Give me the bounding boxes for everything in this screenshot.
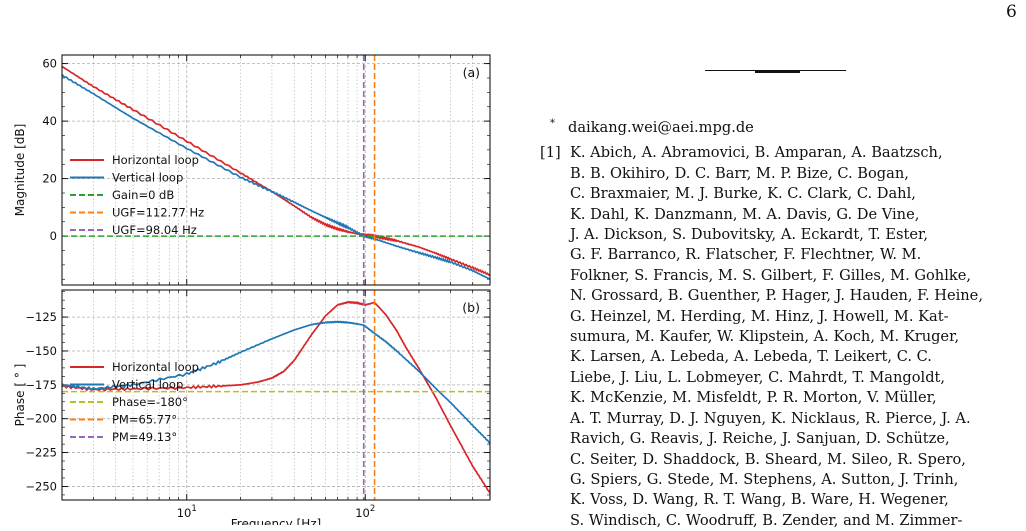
y-axis-label: Magnitude [dB] bbox=[13, 124, 27, 217]
legend-entry: Vertical loop bbox=[112, 378, 183, 392]
reference-line: G. F. Barranco, R. Flatscher, F. Flechtn… bbox=[570, 246, 922, 264]
legend-entry: Vertical loop bbox=[112, 171, 183, 185]
y-tick-label: 60 bbox=[42, 57, 57, 71]
reference-line: J. A. Dickson, S. Dubovitsky, A. Eckardt… bbox=[570, 226, 928, 244]
reference-line: C. Braxmaier, M. J. Burke, K. C. Clark, … bbox=[570, 185, 916, 203]
legend-entry: Gain=0 dB bbox=[112, 188, 174, 202]
reference-line: G. Spiers, G. Stede, M. Stephens, A. Sut… bbox=[570, 470, 959, 488]
reference-label: [1] bbox=[540, 144, 561, 162]
y-tick-label: 40 bbox=[42, 114, 57, 128]
footnote-mark: * bbox=[550, 118, 555, 129]
plot-frame bbox=[61, 54, 491, 286]
reference-line: C. Seiter, D. Shaddock, B. Sheard, M. Si… bbox=[570, 450, 966, 468]
reference-line: Folkner, S. Francis, M. S. Gilbert, F. G… bbox=[570, 266, 971, 284]
y-tick-label: −150 bbox=[25, 344, 57, 358]
reference-line: K. Dahl, K. Danzmann, M. A. Davis, G. De… bbox=[570, 205, 920, 223]
reference-entry: [1] K. Abich, A. Abramovici, B. Amparan,… bbox=[540, 143, 1018, 531]
y-tick-label: −125 bbox=[25, 310, 57, 324]
series-horizontal-loop bbox=[62, 65, 490, 276]
reference-line: B. B. Okihiro, D. C. Barr, M. P. Bize, C… bbox=[570, 164, 909, 182]
legend-entry: UGF=98.04 Hz bbox=[112, 223, 197, 237]
series-horizontal-loop bbox=[62, 300, 490, 494]
series-group bbox=[62, 290, 490, 500]
grid-lines bbox=[62, 290, 490, 500]
x-axis-label: Frequency [Hz] bbox=[231, 517, 322, 525]
x-tick-exponent: 1 bbox=[191, 504, 196, 514]
legend-entry: Horizontal loop bbox=[112, 360, 199, 374]
legend: Horizontal loop Vertical loop Phase=-180° P… bbox=[70, 360, 199, 444]
legend: Horizontal loop Vertical loop Gain=0 dB UGF… bbox=[70, 153, 204, 237]
panel-label: (a) bbox=[463, 65, 480, 80]
reference-line: sumura, M. Kaufer, W. Klipstein, A. Koch… bbox=[570, 328, 960, 346]
y-tick-label: −200 bbox=[25, 412, 57, 426]
footnote-separator-thick bbox=[755, 71, 800, 73]
legend-entry: PM=49.13° bbox=[112, 430, 177, 444]
reference-line: A. T. Murray, D. J. Nguyen, K. Nicklaus,… bbox=[570, 409, 971, 427]
bode-figure: 60 40 20 0 (a) Magnitude [dB] Horizontal loop V… bbox=[13, 54, 491, 525]
reference-line: Liebe, J. Liu, L. Lobmeyer, C. Mahrdt, T… bbox=[570, 368, 946, 386]
page-number: 6 bbox=[1006, 2, 1017, 22]
y-tick-label: −250 bbox=[25, 479, 57, 493]
reference-line: Ravich, G. Reavis, J. Reiche, J. Sanjuan… bbox=[570, 430, 950, 448]
y-axis-label: Phase [ ° ] bbox=[13, 364, 27, 427]
series-vertical-loop bbox=[62, 320, 490, 444]
panel-label: (b) bbox=[462, 300, 480, 315]
legend-entry: Phase=-180° bbox=[112, 395, 188, 409]
reference-text: K. Abich, A. Abramovici, B. Amparan, A. … bbox=[570, 144, 983, 528]
y-tick-label: 20 bbox=[42, 172, 57, 186]
footnote-separator bbox=[705, 70, 846, 71]
x-tick-label: 102 bbox=[355, 504, 375, 520]
reference-line: K. Larsen, A. Lebeda, A. Lebeda, T. Leik… bbox=[570, 348, 932, 366]
reference-line: K. Abich, A. Abramovici, B. Amparan, A. … bbox=[570, 144, 943, 162]
legend-entry: PM=65.77° bbox=[112, 413, 177, 427]
series-vertical-loop bbox=[62, 73, 490, 281]
plot-frame bbox=[61, 289, 491, 501]
reference-line: N. Grossard, B. Guenther, P. Hager, J. H… bbox=[570, 287, 983, 305]
x-tick-exponent: 2 bbox=[370, 504, 375, 514]
footnote-email: daikang.wei@aei.mpg.de bbox=[568, 119, 754, 136]
references-column: * daikang.wei@aei.mpg.de [1] K. Abich, A… bbox=[540, 118, 1018, 531]
reference-line: K. Voss, D. Wang, R. T. Wang, B. Ware, H… bbox=[570, 491, 949, 509]
legend-entry: Horizontal loop bbox=[112, 153, 199, 167]
legend-entry: UGF=112.77 Hz bbox=[112, 206, 204, 220]
panel-magnitude: 60 40 20 0 (a) Magnitude [dB] Horizontal loop V… bbox=[13, 54, 491, 286]
y-tick-label: −175 bbox=[25, 378, 57, 392]
reference-line: G. Heinzel, M. Herding, M. Hinz, J. Howe… bbox=[570, 307, 949, 325]
series-group bbox=[62, 55, 490, 285]
footnote: * daikang.wei@aei.mpg.de bbox=[540, 118, 1018, 138]
reference-line: K. McKenzie, M. Misfeldt, P. R. Morton, … bbox=[570, 389, 937, 407]
reference-line: S. Windisch, C. Woodruff, B. Zender, and… bbox=[570, 511, 963, 529]
y-tick-label: 0 bbox=[50, 229, 57, 243]
panel-phase: −125 −150 −175 −200 −225 −250 (b) Phase [ ° ] 10… bbox=[13, 289, 491, 525]
x-tick-label: 101 bbox=[177, 504, 197, 520]
y-tick-label: −225 bbox=[25, 446, 57, 460]
